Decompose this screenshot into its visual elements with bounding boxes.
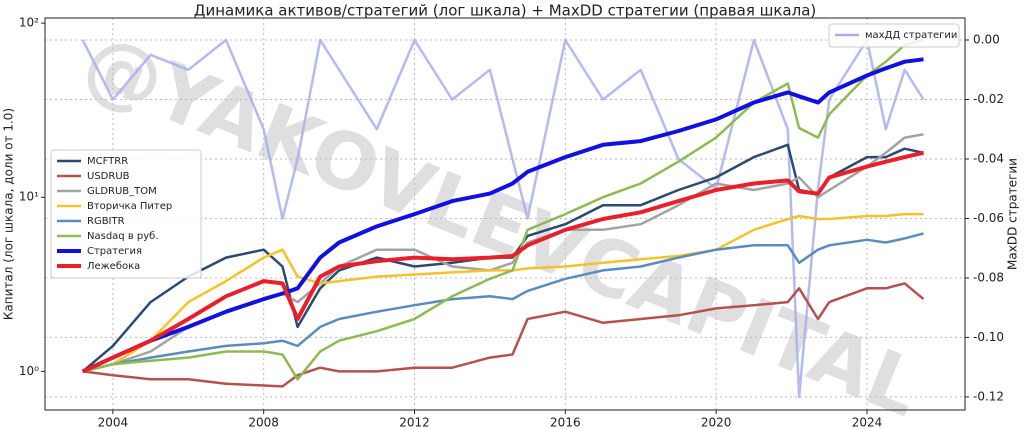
legend-box [50,149,202,279]
legend-box [828,23,960,48]
legend-label: Вторичка Питер [87,201,172,212]
series-line [81,150,924,374]
series-line [82,282,925,388]
x-tick-label: 2024 [852,416,883,429]
legend: махДД стратегии [828,23,960,48]
y2-tick-label: -0.10 [973,330,1004,344]
series-line [82,232,924,373]
series-line [81,57,924,374]
x-tick-label: 2020 [701,416,732,429]
x-tick-label: 2016 [550,416,581,429]
legend-label: Nasdaq в руб. [87,231,159,242]
y2-tick-label: -0.06 [973,211,1004,225]
x-tick-label: 2004 [98,416,129,429]
series-line [81,38,925,399]
series-line [82,212,924,373]
y-tick-label: 10² [19,16,39,30]
x-tick-label: 2012 [399,416,430,429]
chart-title: Динамика активов/стратегий (лог шкала) +… [194,2,817,20]
y2-tick-label: -0.02 [973,92,1004,106]
y2-tick-label: -0.08 [973,270,1004,284]
y2-tick-label: -0.04 [973,151,1004,165]
legend-label: Лежебока [87,261,140,272]
plot-frame [44,17,966,411]
legend-label: USDRUB [87,171,130,182]
y-axis-label: Капитал (лог шкала, доли от 1.0) [2,108,16,320]
legend-label: Стратегия [87,246,142,257]
legend-label: GLDRUB_TOM [87,186,157,197]
legend-label: махДД стратегии [865,30,957,41]
legend-label: RGBITR [87,216,125,227]
y2-axis-label: MaxDD стратегии [1006,158,1020,270]
y-tick-label: 10¹ [19,190,39,204]
x-tick-label: 2008 [248,416,279,429]
legend: MCFTRR USDRUB GLDRUB_TOM Вторичка Питер RGBI… [50,149,202,279]
y2-tick-label: -0.12 [973,389,1004,403]
legend-label: MCFTRR [87,156,128,167]
y2-tick-label: 0.00 [973,33,1000,47]
y-tick-label: 10⁰ [19,364,39,378]
